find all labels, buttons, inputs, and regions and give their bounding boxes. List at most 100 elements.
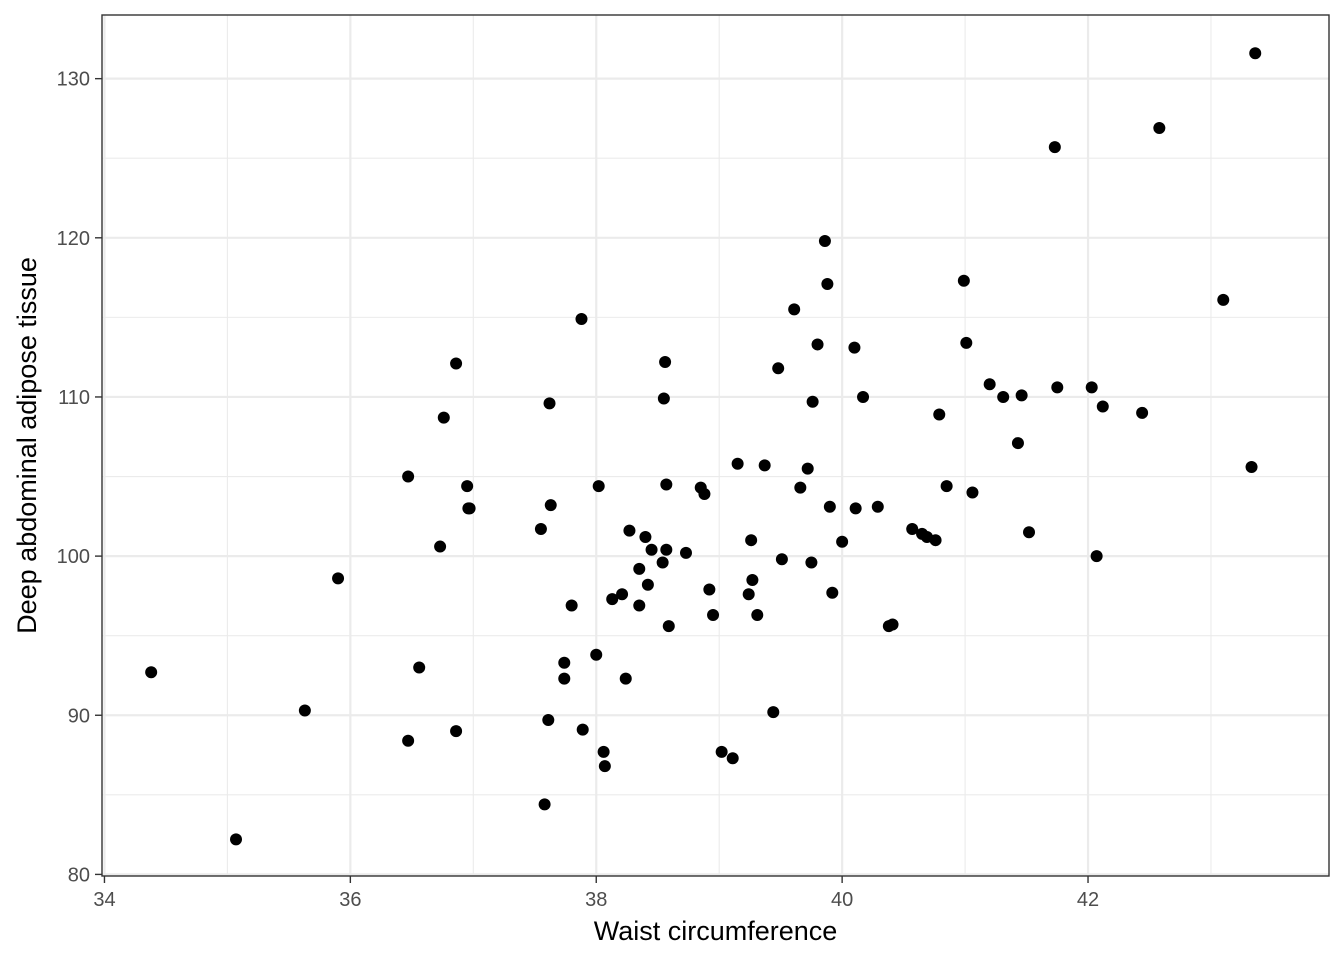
data-point [1085,381,1098,394]
data-point [538,798,551,811]
data-point [806,395,819,408]
data-point [758,459,771,472]
data-point [463,502,476,515]
data-point [823,500,836,513]
data-point [746,573,759,586]
data-point [960,336,973,349]
data-point [616,588,629,601]
data-point [811,338,824,351]
x-tick-label: 34 [93,889,115,911]
data-point [1136,406,1149,419]
data-point [742,588,755,601]
data-point [906,523,919,536]
data-point [957,274,970,287]
x-tick-label: 36 [339,889,361,911]
data-point [413,661,426,674]
data-point [660,478,673,491]
data-point [826,586,839,599]
data-point [751,608,764,621]
x-tick-label: 38 [585,889,607,911]
data-point [145,666,158,679]
data-point [929,534,942,547]
x-axis-title: Waist circumference [594,916,838,946]
data-point [558,656,571,669]
data-point [805,556,818,569]
data-point [590,648,603,661]
data-point [1217,293,1230,306]
data-point [606,593,619,606]
data-point [1015,389,1028,402]
data-point [298,704,311,717]
data-point [849,502,862,515]
data-point [1051,381,1064,394]
data-point [1096,400,1109,413]
data-point [633,562,646,575]
data-point [818,234,831,247]
data-point [940,480,953,493]
data-point [821,277,834,290]
data-point [576,723,589,736]
data-point [933,408,946,421]
x-tick-label: 42 [1077,889,1099,911]
data-point [660,543,673,556]
data-point [745,534,758,547]
data-point [633,599,646,612]
data-point [703,583,716,596]
data-point [592,480,605,493]
data-point [836,535,849,548]
data-point [1090,550,1103,563]
panel-border [101,14,1330,877]
y-tick-label: 120 [57,228,90,250]
y-tick-label: 130 [57,69,90,91]
data-point [788,303,801,316]
data-point [767,706,780,719]
data-point [639,531,652,544]
data-point [886,618,899,631]
data-point [402,470,415,483]
x-axis: 34 36 38 40 42 [93,876,1099,911]
data-point [645,543,658,556]
data-point [1023,526,1036,539]
data-point [534,523,547,536]
data-point [575,312,588,325]
data-point [332,572,345,585]
data-point [450,725,463,738]
grid-lines [102,15,1329,876]
data-point [230,833,243,846]
data-point [402,734,415,747]
data-point [772,362,785,375]
data-point [1048,141,1061,154]
data-point [794,481,807,494]
data-point [598,760,611,773]
data-point [619,672,632,685]
y-tick-label: 90 [68,705,90,727]
data-point [597,745,610,758]
y-tick-label: 80 [68,864,90,886]
data-point [983,378,996,391]
data-point [726,752,739,765]
data-point [558,672,571,685]
data-point [641,578,654,591]
data-point [679,546,692,559]
data-point [1245,460,1258,473]
data-point [656,556,669,569]
data-point [623,524,636,537]
y-axis: 80 90 100 110 120 130 [57,69,102,886]
x-tick-label: 40 [831,889,853,911]
data-point [659,355,672,368]
data-point [1153,121,1166,134]
data-point [857,390,870,403]
y-tick-label: 100 [57,546,90,568]
data-point [775,553,788,566]
data-point [966,486,979,499]
data-point [698,488,711,501]
data-point [1249,47,1262,60]
data-point [662,620,675,633]
data-point [997,390,1010,403]
data-points [145,47,1262,846]
data-point [542,714,555,727]
data-point [731,457,744,470]
data-point [437,411,450,424]
